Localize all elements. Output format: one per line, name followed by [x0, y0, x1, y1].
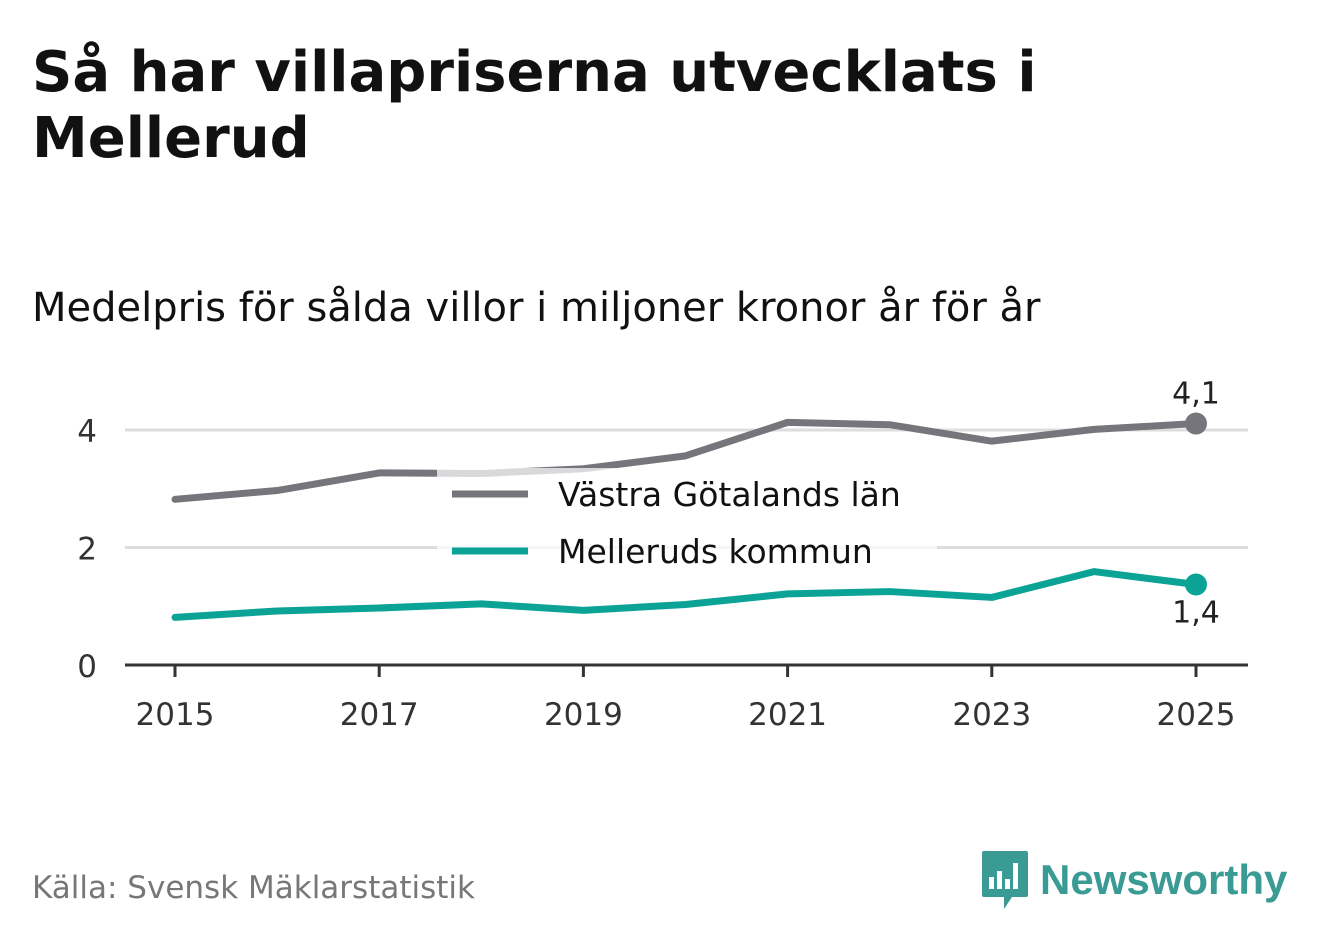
end-label-0: 4,1	[1172, 377, 1220, 412]
x-tick-label: 2019	[544, 697, 623, 733]
x-tick-label: 2017	[340, 697, 419, 733]
series-lines	[171, 412, 1207, 621]
line-chart: 0 2 4 2015 2017 2019 2021 2023 2025 Västra Götal…	[77, 377, 1248, 733]
end-labels: 4,1 1,4	[1172, 377, 1220, 631]
y-tick-label: 4	[77, 414, 97, 450]
brand-name: Newsworthy	[1040, 856, 1288, 903]
x-tick-label: 2015	[136, 697, 215, 733]
series-end-marker-0	[1185, 412, 1207, 435]
legend-label-0: Västra Götalands län	[558, 475, 901, 514]
series-end-marker-1	[1185, 573, 1207, 596]
y-tick-label: 0	[77, 649, 97, 685]
x-tick-label: 2023	[952, 697, 1031, 733]
end-label-1: 1,4	[1172, 596, 1220, 631]
x-tick-label: 2025	[1157, 697, 1236, 733]
chart-subtitle: Medelpris för sålda villor i miljoner kr…	[32, 285, 1041, 331]
source-note: Källa: Svensk Mäklarstatistik	[32, 870, 475, 906]
series-line-1	[171, 568, 1200, 621]
brand-logo: Newsworthy	[980, 848, 1287, 912]
legend-backdrop	[437, 468, 937, 580]
bar-chart-speech-bubble-icon	[982, 851, 1028, 909]
axes: 0 2 4 2015 2017 2019 2021 2023 2025	[77, 414, 1248, 733]
legend-label-1: Melleruds kommun	[558, 532, 873, 571]
legend: Västra Götalands län Melleruds kommun	[437, 468, 937, 580]
chart-title: Så har villapriserna utvecklats i Meller…	[32, 40, 1037, 171]
x-tick-label: 2021	[748, 697, 827, 733]
series-line-0	[171, 418, 1200, 503]
y-tick-label: 2	[77, 532, 97, 568]
